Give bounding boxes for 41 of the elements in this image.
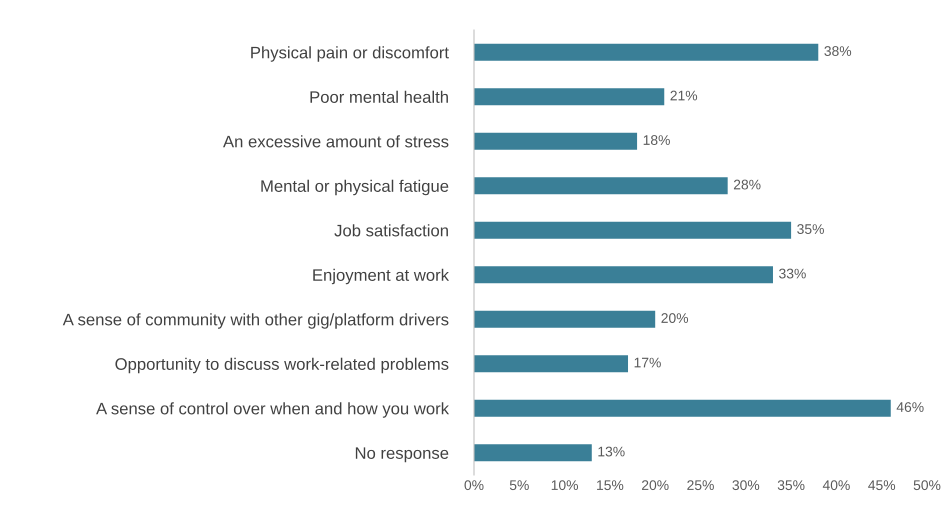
y-tick-label: A sense of control over when and how you work (96, 402, 450, 418)
y-tick-label: Mental or physical fatigue (261, 180, 448, 196)
bar (474, 266, 773, 284)
x-tick-label: 0% (464, 480, 484, 490)
x-tick-label: 25% (687, 480, 714, 490)
x-tick-label: 10% (552, 480, 578, 490)
data-label: 28% (734, 180, 761, 190)
x-tick-label: 35% (778, 480, 805, 490)
data-label: 38% (824, 46, 852, 56)
data-label: 46% (896, 402, 924, 412)
y-tick-label: No response (356, 447, 448, 462)
y-tick-label: An excessive amount of stress (223, 135, 448, 148)
bar (474, 44, 818, 61)
data-label: 17% (634, 358, 661, 368)
bar (474, 177, 728, 194)
data-label: 20% (661, 313, 688, 323)
bar (474, 222, 792, 239)
y-tick-label: Job satisfaction (334, 224, 448, 236)
bar (474, 310, 656, 328)
data-label: 35% (797, 224, 824, 234)
x-tick-label: 30% (732, 480, 760, 490)
bar (474, 88, 664, 106)
y-tick-label: Physical pain or discomfort (251, 46, 449, 62)
data-label: 18% (644, 135, 670, 145)
bar (474, 444, 592, 462)
data-label: 13% (598, 446, 625, 456)
x-tick-label: 50% (914, 480, 940, 490)
bar (474, 400, 891, 417)
y-tick-label: Poor mental health (310, 90, 448, 103)
x-tick-label: 45% (868, 480, 896, 490)
x-tick-label: 15% (597, 480, 624, 490)
y-tick-label: Enjoyment at work (313, 268, 450, 284)
x-tick-label: 20% (642, 480, 669, 490)
x-tick-label: 40% (822, 480, 850, 490)
y-tick-label: Opportunity to discuss work-related problems (115, 358, 448, 374)
bar (474, 132, 638, 150)
x-tick-label: 5% (510, 480, 529, 490)
y-tick-label: A sense of community with other gig/platform drivers (62, 313, 448, 329)
bar (474, 355, 628, 372)
data-label: 21% (670, 90, 698, 100)
data-label: 33% (779, 268, 806, 278)
